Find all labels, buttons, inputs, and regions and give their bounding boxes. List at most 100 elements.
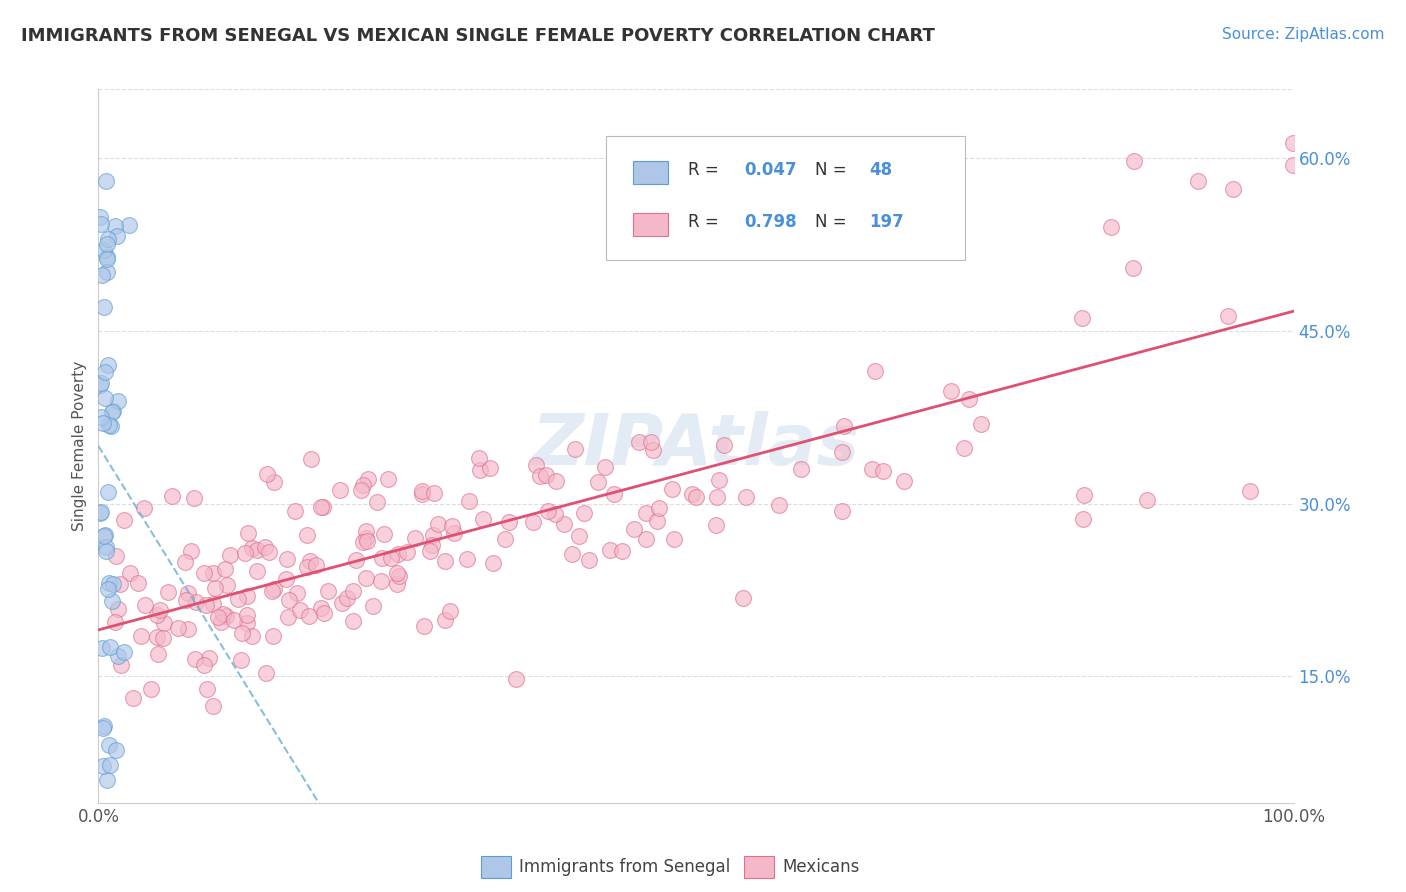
Point — [939, 384, 962, 399]
Point — [443, 526, 465, 541]
Point — [276, 551, 298, 566]
Point — [356, 534, 378, 549]
Point — [91, 721, 114, 735]
Point — [120, 566, 142, 581]
Point — [93, 527, 115, 541]
FancyBboxPatch shape — [633, 213, 668, 236]
Point — [104, 743, 127, 757]
Point — [529, 468, 551, 483]
Point — [288, 603, 311, 617]
Point — [422, 528, 444, 542]
Point — [276, 573, 298, 587]
Text: 197: 197 — [869, 213, 904, 231]
Point — [311, 500, 333, 515]
Point — [831, 504, 853, 518]
Point — [184, 594, 207, 608]
FancyBboxPatch shape — [481, 856, 510, 878]
Point — [957, 392, 980, 406]
Point — [100, 405, 122, 419]
Point — [377, 472, 399, 486]
Text: N =: N = — [815, 213, 852, 231]
Point — [98, 640, 121, 654]
Point — [426, 516, 449, 531]
Point — [1239, 483, 1261, 498]
Point — [681, 487, 703, 501]
Point — [404, 532, 426, 546]
Point — [112, 645, 135, 659]
Point — [218, 549, 240, 563]
Point — [441, 518, 464, 533]
FancyBboxPatch shape — [744, 856, 773, 878]
Point — [641, 443, 664, 458]
Point — [100, 418, 122, 433]
Point — [578, 553, 600, 567]
Point — [352, 478, 374, 492]
Point — [298, 609, 321, 624]
Text: ZIPAtlas: ZIPAtlas — [531, 411, 860, 481]
Point — [388, 568, 411, 582]
Text: N =: N = — [815, 161, 852, 179]
Point — [96, 265, 118, 279]
Point — [544, 507, 567, 521]
Point — [706, 490, 728, 504]
Point — [768, 498, 790, 512]
Text: Source: ZipAtlas.com: Source: ZipAtlas.com — [1222, 27, 1385, 42]
Point — [312, 606, 335, 620]
Point — [505, 673, 527, 687]
Text: 0.047: 0.047 — [744, 161, 796, 179]
Point — [104, 615, 127, 629]
Point — [97, 359, 120, 373]
Point — [90, 376, 112, 390]
Point — [110, 577, 132, 591]
Point — [534, 468, 557, 483]
Point — [226, 591, 249, 606]
Point — [634, 506, 657, 520]
Y-axis label: Single Female Poverty: Single Female Poverty — [72, 361, 87, 531]
Point — [146, 648, 169, 662]
Point — [713, 438, 735, 452]
Point — [195, 681, 218, 696]
Point — [572, 506, 595, 520]
Point — [89, 506, 111, 520]
Point — [420, 538, 443, 552]
Point — [546, 474, 568, 488]
Point — [202, 566, 225, 580]
Point — [105, 549, 128, 564]
Point — [458, 494, 481, 508]
Point — [134, 501, 156, 516]
Point — [568, 529, 591, 543]
Point — [96, 772, 118, 787]
Point — [153, 616, 176, 631]
Point — [246, 542, 269, 557]
Point — [101, 404, 124, 418]
Point — [371, 551, 394, 566]
Point — [89, 378, 111, 392]
Point — [146, 607, 169, 622]
Point — [636, 532, 658, 546]
Point — [90, 409, 112, 424]
Point — [537, 504, 560, 518]
Point — [229, 653, 252, 667]
Point — [831, 445, 853, 459]
Point — [94, 365, 117, 379]
Point — [177, 586, 200, 600]
Point — [352, 534, 374, 549]
Point — [177, 622, 200, 636]
Point — [262, 629, 284, 643]
Point — [387, 547, 409, 561]
Point — [263, 582, 285, 596]
Point — [146, 630, 169, 644]
Point — [478, 461, 501, 475]
Point — [236, 589, 259, 603]
Text: IMMIGRANTS FROM SENEGAL VS MEXICAN SINGLE FEMALE POVERTY CORRELATION CHART: IMMIGRANTS FROM SENEGAL VS MEXICAN SINGL… — [21, 27, 935, 45]
Point — [107, 649, 129, 664]
Point — [96, 540, 118, 554]
Point — [309, 600, 332, 615]
Point — [305, 558, 328, 573]
Point — [284, 503, 307, 517]
Point — [1071, 512, 1094, 526]
Point — [860, 462, 883, 476]
Point — [231, 626, 253, 640]
Text: 48: 48 — [869, 161, 893, 179]
Point — [194, 598, 217, 612]
